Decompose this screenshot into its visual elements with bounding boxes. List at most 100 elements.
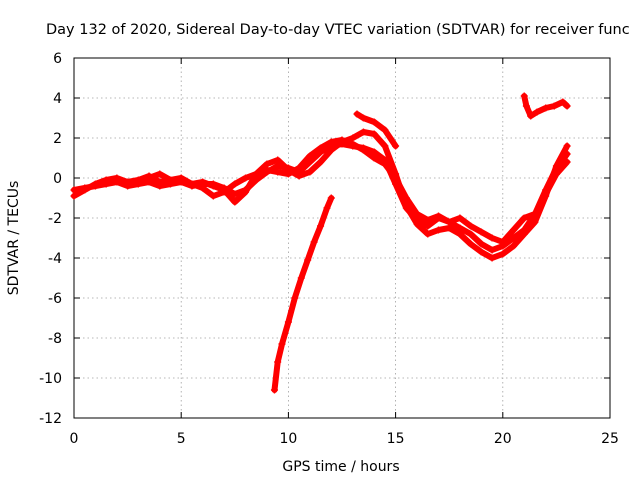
data-point xyxy=(467,230,475,238)
data-point xyxy=(510,234,518,242)
plot-frame xyxy=(73,57,611,419)
x-tick-label: 25 xyxy=(601,431,619,447)
data-point xyxy=(392,142,400,150)
data-point xyxy=(177,178,185,186)
data-point xyxy=(295,172,303,180)
y-tick-labels: -12 -10 -8 -6 -4 -2 0 2 4 6 xyxy=(39,51,62,427)
x-tick-label: 20 xyxy=(494,431,512,447)
data-point xyxy=(242,174,250,182)
series-line-track-e xyxy=(271,195,335,393)
data-point xyxy=(317,144,325,152)
chart-title: Day 132 of 2020, Sidereal Day-to-day VTE… xyxy=(46,22,630,38)
data-point xyxy=(113,174,121,182)
data-point xyxy=(327,146,335,154)
data-point xyxy=(520,214,528,222)
data-point xyxy=(445,224,453,232)
data-point xyxy=(359,146,367,154)
data-point xyxy=(434,226,442,234)
data-point xyxy=(274,358,282,366)
data-point xyxy=(102,176,110,184)
data-point xyxy=(413,220,421,228)
data-point xyxy=(413,210,421,218)
data-point xyxy=(91,180,99,188)
x-tick-label: 5 xyxy=(177,431,186,447)
data-point xyxy=(533,108,541,116)
data-point xyxy=(70,192,78,200)
data-point xyxy=(327,138,335,146)
data-point xyxy=(381,142,389,150)
data-point xyxy=(392,174,400,182)
data-point xyxy=(156,178,164,186)
y-tick-label: -6 xyxy=(48,291,62,307)
data-point xyxy=(522,102,530,110)
data-point xyxy=(402,194,410,202)
data-point xyxy=(370,130,378,138)
data-point xyxy=(349,140,357,148)
data-point xyxy=(510,226,518,234)
y-tick-label: 2 xyxy=(53,131,62,147)
data-point xyxy=(527,112,535,120)
data-point xyxy=(542,186,550,194)
data-point xyxy=(156,170,164,178)
data-point xyxy=(456,224,464,232)
data-point xyxy=(456,230,464,238)
data-point xyxy=(274,156,282,164)
data-point xyxy=(381,160,389,168)
data-point xyxy=(220,188,228,196)
data-point xyxy=(381,126,389,134)
data-point xyxy=(199,178,207,186)
data-point xyxy=(242,188,250,196)
data-point xyxy=(291,294,299,302)
data-point xyxy=(304,256,312,264)
data-point xyxy=(297,274,305,282)
series-line-track-c xyxy=(146,137,571,253)
data-point xyxy=(370,118,378,126)
data-point xyxy=(124,178,132,186)
y-tick-label: -12 xyxy=(39,411,62,427)
data-point xyxy=(542,104,550,112)
data-point xyxy=(209,182,217,190)
data-point xyxy=(166,176,174,184)
x-tick-label: 15 xyxy=(387,431,405,447)
data-point xyxy=(134,176,142,184)
data-point xyxy=(263,166,271,174)
data-point xyxy=(263,160,271,168)
plot-series xyxy=(70,92,571,394)
data-point xyxy=(563,102,571,110)
data-point xyxy=(323,204,331,212)
data-point xyxy=(424,216,432,224)
data-point xyxy=(317,222,325,230)
data-point xyxy=(488,254,496,262)
data-point xyxy=(284,170,292,178)
data-point xyxy=(477,240,485,248)
x-tick-label: 10 xyxy=(279,431,297,447)
data-point xyxy=(270,386,278,394)
data-point xyxy=(81,186,89,194)
data-point xyxy=(424,222,432,230)
data-point xyxy=(252,170,260,178)
data-point xyxy=(445,218,453,226)
data-point xyxy=(295,164,303,172)
data-point xyxy=(499,242,507,250)
data-point xyxy=(284,318,292,326)
data-point xyxy=(456,214,464,222)
data-point xyxy=(359,114,367,122)
y-axis-title: SDTVAR / TECUs xyxy=(6,181,22,296)
data-point xyxy=(424,230,432,238)
data-point xyxy=(310,238,318,246)
data-point xyxy=(531,210,539,218)
data-point xyxy=(145,174,153,182)
data-point xyxy=(550,102,558,110)
x-tick-label: 0 xyxy=(70,431,79,447)
data-point xyxy=(274,168,282,176)
data-point xyxy=(349,134,357,142)
data-point xyxy=(188,180,196,188)
data-point xyxy=(563,142,571,150)
y-tick-label: 4 xyxy=(53,91,62,107)
y-tick-label: -10 xyxy=(39,371,62,387)
data-point xyxy=(306,152,314,160)
data-point xyxy=(317,158,325,166)
data-point xyxy=(209,192,217,200)
data-point xyxy=(488,246,496,254)
